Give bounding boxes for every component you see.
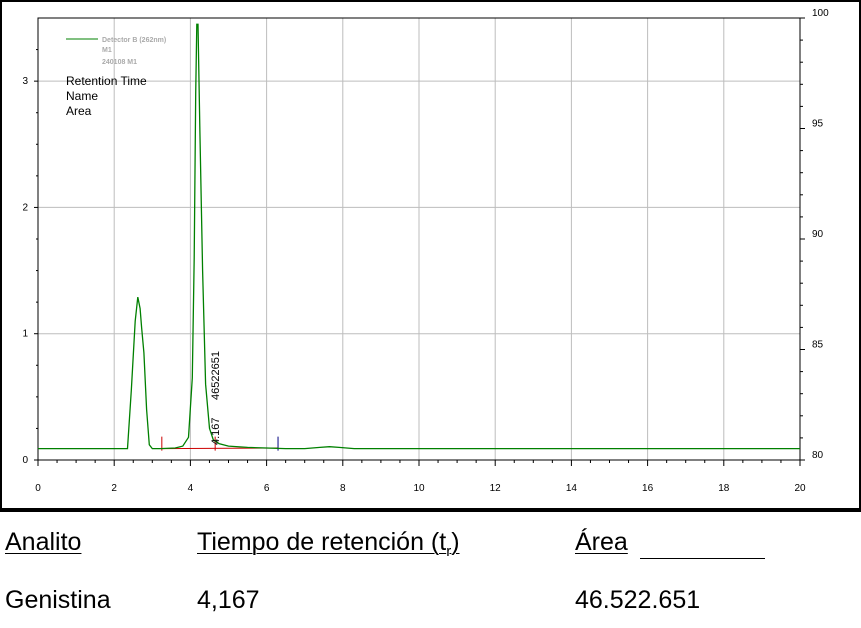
row-retention-time: 4,167 [197, 586, 260, 614]
y2-tick-label: 90 [812, 229, 824, 240]
y2-tick-label: 80 [812, 450, 824, 461]
header-area: Área [575, 528, 628, 556]
header-retention-time-text: Tiempo de retención (t [197, 528, 447, 556]
row-analyte: Genistina [5, 586, 111, 614]
x-tick-label: 16 [642, 483, 654, 494]
y2-tick-label: 95 [812, 119, 824, 130]
y-tick-label: 2 [22, 202, 28, 213]
table-top-border [0, 510, 861, 512]
header-retention-time: Tiempo de retención (tr) [197, 528, 460, 560]
y-tick-label: 0 [22, 455, 28, 466]
x-tick-label: 10 [413, 483, 425, 494]
x-tick-label: 18 [718, 483, 730, 494]
legend-series-line: 240108 M1 [102, 59, 137, 66]
legend-series-line: M1 [102, 47, 112, 54]
legend-field: Area [66, 104, 92, 118]
chart-frame [0, 0, 861, 510]
x-tick-label: 6 [264, 483, 270, 494]
results-table: Analito Tiempo de retención (tr) Área Ge… [0, 510, 861, 628]
x-tick-label: 4 [188, 483, 194, 494]
x-tick-label: 0 [35, 483, 41, 494]
legend: Detector B (262nm) M1 240108 M1 Retentio… [66, 37, 166, 118]
legend-field: Retention Time [66, 74, 147, 88]
y-tick-label: 3 [22, 76, 28, 87]
legend-series-name: Detector B (262nm) [102, 37, 166, 44]
header-analyte: Analito [5, 528, 82, 556]
x-tick-label: 8 [340, 483, 346, 494]
x-tick-label: 2 [111, 483, 117, 494]
peak-label-retention-time: 4.167 [210, 417, 222, 445]
header-retention-subscript: r [446, 543, 452, 560]
y2-tick-label: 85 [812, 340, 824, 351]
header-retention-close: ) [451, 528, 460, 556]
x-tick-label: 12 [490, 483, 502, 494]
legend-field: Name [66, 89, 98, 103]
grid [38, 18, 800, 460]
detector-trace [38, 23, 800, 450]
y2-tick-label: 100 [812, 8, 829, 19]
x-tick-label: 20 [794, 483, 806, 494]
peak-label-area: 46522651 [210, 351, 222, 400]
row-area: 46.522.651 [575, 586, 701, 614]
x-tick-label: 14 [566, 483, 578, 494]
y-tick-label: 1 [22, 329, 28, 340]
header-underline-extension [640, 558, 765, 559]
